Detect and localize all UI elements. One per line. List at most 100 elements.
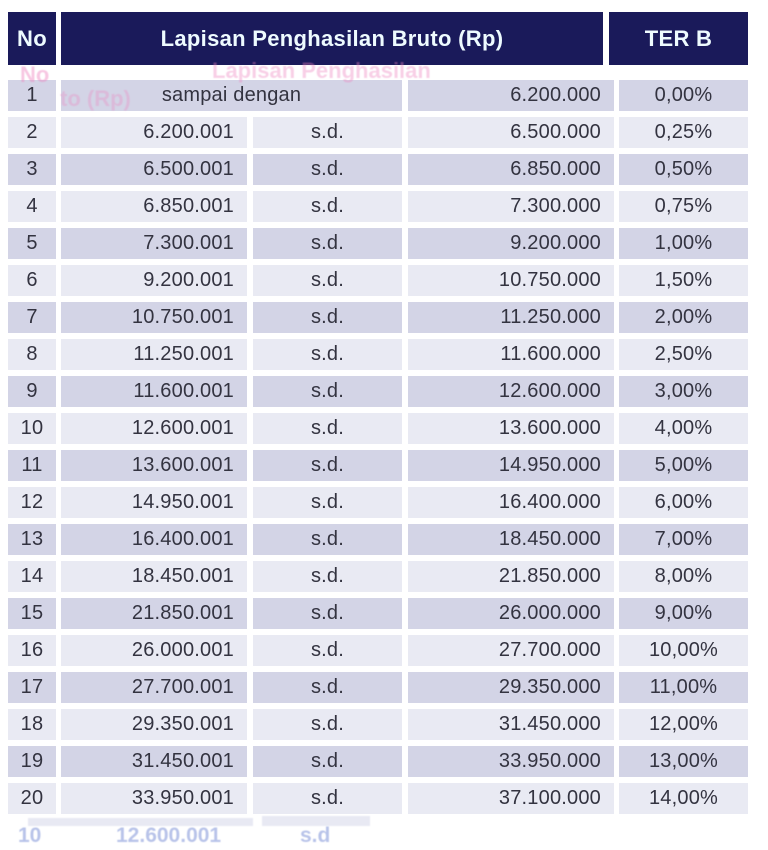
row-from-cell: 33.950.001 (61, 783, 247, 814)
row-to-cell: 6.500.000 (408, 117, 614, 148)
row-from-cell: 6.850.001 (61, 191, 247, 222)
row-from-cell: 9.200.001 (61, 265, 247, 296)
row-to-cell: 11.600.000 (408, 339, 614, 370)
row-to-cell: 18.450.000 (408, 524, 614, 555)
header-cell-no: No (8, 12, 56, 65)
row-from-cell: 18.450.001 (61, 561, 247, 592)
table-row: 5 7.300.001 s.d. 9.200.000 1,00% (8, 228, 748, 259)
row-from-cell: 27.700.001 (61, 672, 247, 703)
row-sd-cell: s.d. (253, 561, 402, 592)
row-to-cell: 16.400.000 (408, 487, 614, 518)
row-to-cell: 37.100.000 (408, 783, 614, 814)
row-to-cell: 21.850.000 (408, 561, 614, 592)
row-no-cell: 15 (8, 598, 56, 629)
row-sd-cell: s.d. (253, 450, 402, 481)
row-to-cell: 10.750.000 (408, 265, 614, 296)
row-ter-cell: 2,50% (619, 339, 748, 370)
row-no-cell: 10 (8, 413, 56, 444)
row-no-cell: 11 (8, 450, 56, 481)
row-from-cell: 11.600.001 (61, 376, 247, 407)
table-row: 2 6.200.001 s.d. 6.500.000 0,25% (8, 117, 748, 148)
row-no-cell: 9 (8, 376, 56, 407)
row-no-cell: 3 (8, 154, 56, 185)
table-row: 17 27.700.001 s.d. 29.350.000 11,00% (8, 672, 748, 703)
row-ter-cell: 4,00% (619, 413, 748, 444)
row-sd-cell: s.d. (253, 154, 402, 185)
row-no-cell: 4 (8, 191, 56, 222)
row-ter-cell: 12,00% (619, 709, 748, 740)
ghost-text-bottom: s.d (300, 824, 331, 847)
table-row: 20 33.950.001 s.d. 37.100.000 14,00% (8, 783, 748, 814)
row-no-cell: 14 (8, 561, 56, 592)
row-ter-cell: 8,00% (619, 561, 748, 592)
ghost-text-bottom: 12.600.001 (116, 824, 222, 847)
table-row: 13 16.400.001 s.d. 18.450.000 7,00% (8, 524, 748, 555)
table-row: 9 11.600.001 s.d. 12.600.000 3,00% (8, 376, 748, 407)
ghost-text-bottom: 10 (18, 824, 42, 847)
row-sd-cell: s.d. (253, 524, 402, 555)
table-row: 11 13.600.001 s.d. 14.950.000 5,00% (8, 450, 748, 481)
table-row: 1 sampai dengan 6.200.000 0,00% (8, 80, 748, 111)
row-sd-cell: s.d. (253, 672, 402, 703)
row-ter-cell: 1,50% (619, 265, 748, 296)
row-sd-cell: s.d. (253, 191, 402, 222)
row-ter-cell: 0,25% (619, 117, 748, 148)
row-sd-cell: s.d. (253, 783, 402, 814)
row-no-cell: 6 (8, 265, 56, 296)
row-from-cell: 7.300.001 (61, 228, 247, 259)
header-cell-ter-b: TER B (609, 12, 748, 65)
table-row: 8 11.250.001 s.d. 11.600.000 2,50% (8, 339, 748, 370)
row-sd-cell: s.d. (253, 265, 402, 296)
row-to-cell: 29.350.000 (408, 672, 614, 703)
row-to-cell: 31.450.000 (408, 709, 614, 740)
row-no-cell: 12 (8, 487, 56, 518)
row-no-cell: 16 (8, 635, 56, 666)
row-ter-cell: 13,00% (619, 746, 748, 777)
ghost-band (262, 816, 370, 826)
row-to-cell: 6.200.000 (408, 80, 614, 111)
row-from-cell: 10.750.001 (61, 302, 247, 333)
row-from-cell: 11.250.001 (61, 339, 247, 370)
row-from-cell: 31.450.001 (61, 746, 247, 777)
row-sd-cell: s.d. (253, 228, 402, 259)
row-to-cell: 26.000.000 (408, 598, 614, 629)
row-from-cell: 29.350.001 (61, 709, 247, 740)
table-row: 12 14.950.001 s.d. 16.400.000 6,00% (8, 487, 748, 518)
row-no-cell: 17 (8, 672, 56, 703)
row-ter-cell: 7,00% (619, 524, 748, 555)
row-ter-cell: 14,00% (619, 783, 748, 814)
table-row: 3 6.500.001 s.d. 6.850.000 0,50% (8, 154, 748, 185)
row-sd-cell: s.d. (253, 339, 402, 370)
row-no-cell: 19 (8, 746, 56, 777)
row-to-cell: 9.200.000 (408, 228, 614, 259)
table-row: 14 18.450.001 s.d. 21.850.000 8,00% (8, 561, 748, 592)
row-no-cell: 18 (8, 709, 56, 740)
row-ter-cell: 5,00% (619, 450, 748, 481)
ghost-band (28, 818, 253, 826)
row-to-cell: 7.300.000 (408, 191, 614, 222)
table-row: 16 26.000.001 s.d. 27.700.000 10,00% (8, 635, 748, 666)
row-from-cell: 6.500.001 (61, 154, 247, 185)
table-row: 10 12.600.001 s.d. 13.600.000 4,00% (8, 413, 748, 444)
row-ter-cell: 0,00% (619, 80, 748, 111)
row-sd-cell: s.d. (253, 117, 402, 148)
table-row: 6 9.200.001 s.d. 10.750.000 1,50% (8, 265, 748, 296)
row-ter-cell: 1,00% (619, 228, 748, 259)
row-to-cell: 11.250.000 (408, 302, 614, 333)
row-no-cell: 7 (8, 302, 56, 333)
table-row: 15 21.850.001 s.d. 26.000.000 9,00% (8, 598, 748, 629)
row-sd-cell: s.d. (253, 413, 402, 444)
row-sd-cell: s.d. (253, 376, 402, 407)
row-to-cell: 6.850.000 (408, 154, 614, 185)
table-row: 19 31.450.001 s.d. 33.950.000 13,00% (8, 746, 748, 777)
row-sd-cell: s.d. (253, 709, 402, 740)
row-no-cell: 20 (8, 783, 56, 814)
row-sd-cell: s.d. (253, 635, 402, 666)
row-from-cell: 21.850.001 (61, 598, 247, 629)
row-from-cell: 13.600.001 (61, 450, 247, 481)
row-to-cell: 14.950.000 (408, 450, 614, 481)
row-to-cell: 27.700.000 (408, 635, 614, 666)
row-ter-cell: 2,00% (619, 302, 748, 333)
row-sd-cell: s.d. (253, 302, 402, 333)
header-cell-lapisan: Lapisan Penghasilan Bruto (Rp) (61, 12, 603, 65)
